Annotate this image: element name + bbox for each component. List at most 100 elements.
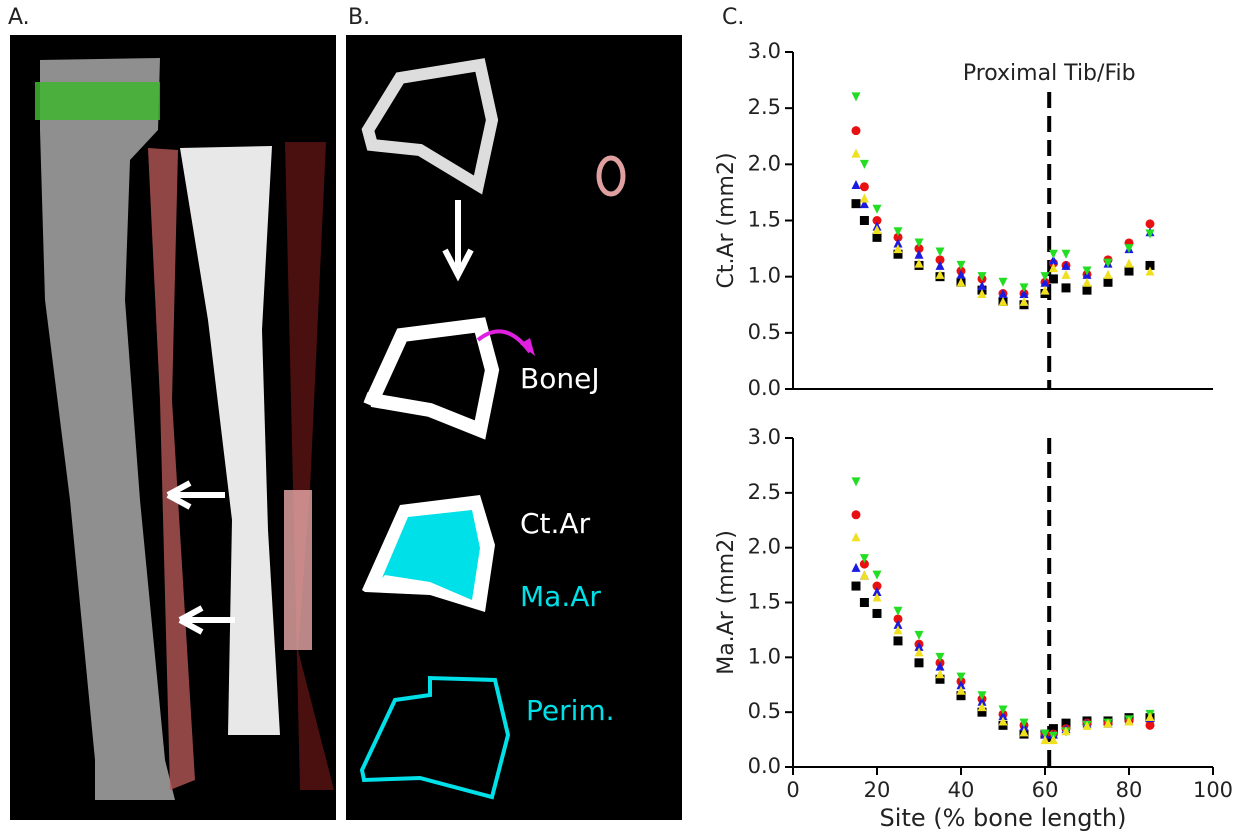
point <box>872 592 882 602</box>
point <box>935 260 945 270</box>
tibia-gray <box>40 58 175 800</box>
point <box>1040 285 1050 295</box>
point <box>851 562 861 572</box>
point <box>1061 269 1071 279</box>
point <box>998 705 1008 715</box>
point <box>859 570 869 580</box>
annotation: Ma.Ar <box>520 580 601 613</box>
point <box>893 232 903 242</box>
point <box>1019 296 1029 306</box>
y-tick-label: 0.5 <box>748 320 781 344</box>
point <box>851 148 861 158</box>
annotation: BoneJ <box>520 362 600 395</box>
point <box>914 647 924 657</box>
point <box>1040 729 1050 739</box>
point <box>1061 726 1071 736</box>
point <box>977 707 987 717</box>
y-tick-label: 0.0 <box>748 376 781 400</box>
point <box>914 238 924 248</box>
point <box>1145 219 1155 229</box>
y-axis-label: Ct.Ar (mm2) <box>714 152 739 288</box>
point <box>998 277 1008 287</box>
y-tick-label: 3.0 <box>748 425 781 449</box>
point <box>914 641 924 651</box>
point <box>1124 244 1134 254</box>
point <box>977 281 987 291</box>
point <box>1103 269 1113 279</box>
point <box>872 216 882 225</box>
arrows <box>166 480 235 635</box>
point <box>956 680 966 690</box>
x-tick-label: 60 <box>1032 778 1059 802</box>
point <box>1019 718 1029 728</box>
point <box>914 244 924 254</box>
point <box>851 510 861 520</box>
fibula-section <box>596 155 626 197</box>
tibia-white <box>180 146 280 735</box>
x-tick-label: 100 <box>1193 778 1233 802</box>
y-axis-label: Ma.Ar (mm2) <box>714 530 739 675</box>
y-tick-label: 1.5 <box>748 590 781 614</box>
point <box>956 269 966 279</box>
point <box>893 614 903 624</box>
x-tick-label: 40 <box>948 778 975 802</box>
point <box>859 193 869 203</box>
point <box>1124 258 1134 268</box>
point <box>956 672 966 682</box>
section-raw <box>361 58 499 195</box>
point <box>935 255 945 265</box>
point <box>1048 249 1058 259</box>
section-ma <box>382 510 480 600</box>
y-tick-label: 2.5 <box>748 480 781 504</box>
y-tick-label: 1.0 <box>748 644 781 668</box>
point <box>872 587 882 597</box>
y-tick-label: 1.5 <box>748 208 781 232</box>
point <box>1061 283 1071 293</box>
point <box>998 710 1008 720</box>
point <box>956 277 966 287</box>
point <box>1048 724 1058 734</box>
point <box>851 199 861 209</box>
point <box>893 606 903 616</box>
point <box>1145 720 1155 730</box>
point <box>1145 229 1155 239</box>
point <box>1082 266 1092 276</box>
point <box>859 182 869 192</box>
y-tick-label: 1.0 <box>748 264 781 288</box>
point <box>956 685 966 695</box>
point <box>851 477 861 487</box>
point <box>859 554 869 564</box>
x-tick-label: 20 <box>864 778 891 802</box>
point <box>859 559 869 569</box>
arrowhead <box>520 338 535 356</box>
point <box>1019 283 1029 293</box>
point <box>872 608 882 618</box>
y-tick-label: 0.5 <box>748 699 781 723</box>
point <box>935 674 945 684</box>
point <box>859 598 869 607</box>
section-binary <box>363 317 500 440</box>
point <box>935 269 945 279</box>
y-tick-label: 2.5 <box>748 95 781 119</box>
point <box>956 260 966 270</box>
annotation: Ct.Ar <box>520 507 591 540</box>
point <box>1145 266 1155 276</box>
point <box>1019 727 1029 737</box>
point <box>956 691 966 701</box>
point <box>977 272 987 282</box>
point <box>998 289 1008 299</box>
point <box>1061 249 1071 259</box>
point <box>1048 274 1058 284</box>
annotation: Perim. <box>526 694 615 727</box>
point <box>977 289 987 299</box>
point <box>893 244 903 254</box>
point <box>1103 277 1113 287</box>
point <box>1082 285 1092 295</box>
perimeter <box>359 675 511 800</box>
point <box>893 625 903 635</box>
annotation: Proximal Tib/Fib <box>963 61 1136 86</box>
point <box>851 532 861 542</box>
point <box>859 199 869 209</box>
down-arrow <box>442 200 474 282</box>
point <box>1082 720 1092 730</box>
